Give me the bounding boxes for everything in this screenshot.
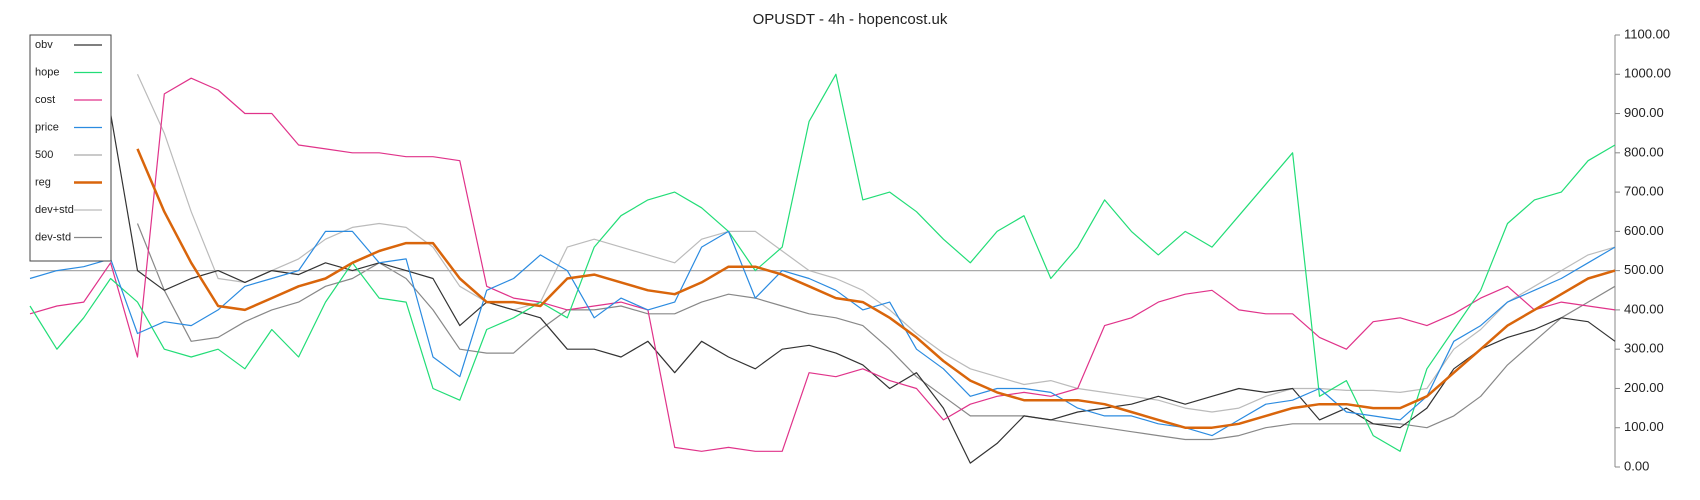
series-line: [136, 148, 1616, 429]
series-line: [136, 74, 1616, 413]
series-line: [136, 223, 1616, 441]
legend-label: price: [35, 121, 59, 133]
chart-title: OPUSDT - 4h - hopencost.uk: [753, 11, 948, 28]
y-tick-label: 100.00: [1624, 419, 1664, 434]
y-tick-label: 500.00: [1624, 262, 1664, 277]
y-tick-label: 200.00: [1624, 380, 1664, 395]
y-tick-label: 600.00: [1624, 223, 1664, 238]
series-line: [29, 73, 1616, 452]
y-tick-label: 900.00: [1624, 105, 1664, 120]
y-tick-label: 0.00: [1624, 458, 1649, 473]
series-line: [29, 77, 1616, 452]
legend-label: dev-std: [35, 231, 71, 243]
legend-label: obv: [35, 39, 53, 51]
y-tick-label: 1100.00: [1624, 26, 1670, 41]
legend: obv hope cost price 500 reg dev+std dev-std: [29, 34, 112, 262]
y-tick-label: 800.00: [1624, 144, 1664, 159]
series-line: [29, 112, 1616, 464]
legend-label: hope: [35, 66, 59, 78]
legend-label: dev+std: [35, 204, 74, 216]
y-tick-label: 1000.00: [1624, 66, 1671, 81]
legend-label: reg: [35, 176, 51, 188]
legend-label: cost: [35, 94, 55, 106]
series-line: [29, 230, 1616, 437]
legend-label: 500: [35, 149, 53, 161]
y-tick-label: 400.00: [1624, 301, 1664, 316]
y-tick-label: 300.00: [1624, 341, 1664, 356]
y-tick-label: 700.00: [1624, 184, 1664, 199]
